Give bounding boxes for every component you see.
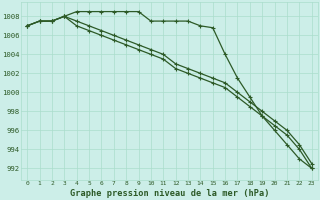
X-axis label: Graphe pression niveau de la mer (hPa): Graphe pression niveau de la mer (hPa) <box>70 189 269 198</box>
